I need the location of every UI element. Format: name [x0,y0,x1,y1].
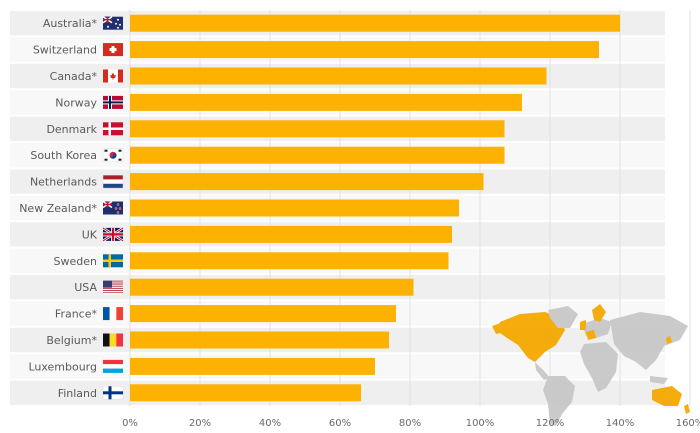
bar [130,357,375,375]
bar [130,199,459,217]
map-new-zealand [684,404,690,414]
flag-norway-icon [103,95,123,109]
bar [130,278,414,296]
map-africa [580,342,618,392]
x-tick-label: 0% [122,418,138,429]
bar [130,173,484,191]
category-label: Switzerland [33,44,97,57]
bar [130,305,396,323]
map-north-america [496,312,565,362]
flag-uk-icon [102,226,124,242]
map-greenland [548,306,578,328]
category-label: Norway [55,96,97,109]
flag-canada-icon [103,69,123,83]
category-label: France* [55,308,98,321]
map-south-america [543,376,575,426]
flag-belgium-icon [103,333,123,347]
flag-denmark-icon [103,122,123,136]
bar [130,384,361,402]
bar [130,41,599,59]
category-label: Luxembourg [28,360,97,373]
map-south-korea [666,336,672,344]
map-central-america [535,362,550,380]
category-label: UK [82,228,98,241]
category-label: South Korea [30,149,97,162]
map-asia [610,312,688,370]
map-uk [580,320,586,330]
flag-luxembourg-icon [103,359,123,373]
bar [130,93,522,111]
map-france [586,330,596,340]
flag-south-korea-icon [102,148,124,162]
x-tick-label: 100% [466,418,495,429]
x-tick-label: 140% [606,418,635,429]
category-label: Canada* [50,70,98,83]
flag-switzerland-icon [103,43,123,57]
x-tick-label: 160% [676,418,700,429]
bar [130,120,505,138]
x-tick-label: 120% [536,418,565,429]
flag-sweden-icon [103,254,123,268]
bar [130,146,505,164]
x-axis-ticks: 0% 20% 40% 60% 80% 100% 120% 140% 160% [122,418,700,429]
category-label: Denmark [46,123,97,136]
bars [130,14,620,402]
bar [130,252,449,270]
category-label: Sweden [54,255,97,268]
flag-finland-icon [102,386,124,400]
x-tick-label: 60% [329,418,351,429]
flag-usa-icon [103,280,123,294]
category-label: Australia* [43,17,98,30]
category-label: Belgium* [46,334,97,347]
bar [130,331,389,349]
x-tick-label: 40% [259,418,281,429]
x-tick-label: 80% [399,418,421,429]
bar [130,67,547,85]
category-label: Netherlands [30,176,97,189]
world-map-decoration [492,304,690,426]
bar [130,14,620,32]
flag-france-icon [103,307,123,321]
map-indonesia [650,376,668,384]
flag-netherlands-icon [102,174,124,189]
flag-icons [102,16,124,400]
flag-new-zealand-icon [102,200,123,215]
category-label: Finland [58,387,97,400]
map-scandinavia [592,304,606,322]
bar [130,225,452,243]
map-alaska [492,322,506,334]
category-labels: Australia* Switzerland Canada* Norway Denmar… [19,17,98,400]
category-label: USA [74,281,97,294]
flag-australia-icon [102,16,123,30]
category-label: New Zealand* [19,202,97,215]
map-australia [652,386,682,406]
x-tick-label: 20% [189,418,211,429]
